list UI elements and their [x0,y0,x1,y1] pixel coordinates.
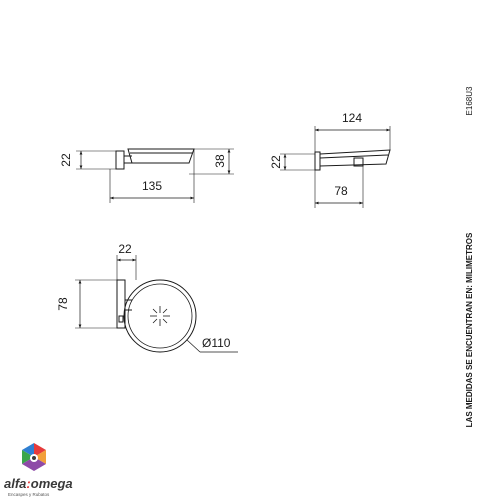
side-height-left-label: 22 [269,155,283,169]
top-view-dish-inner [127,283,193,349]
side-view-dish [319,149,391,167]
side-width-top-label: 124 [342,111,362,125]
front-width-label: 135 [142,179,162,193]
top-height-label: 78 [56,297,70,311]
logo-mark-icon [22,443,46,471]
front-height-left-label: 22 [59,153,73,167]
side-width-bottom-label: 78 [334,184,348,198]
product-code: E168U3 [465,86,474,115]
top-view-wall-bracket [116,279,126,329]
alfaomega-logo: alfa:omega Encaspes y Rubatos [4,443,73,497]
side-view [280,126,391,208]
front-view-wall-bracket [115,150,125,170]
diameter-leader [186,339,201,353]
side-view-wall-plate [314,151,321,171]
front-view [76,148,234,203]
front-height-right-label: 38 [213,154,227,168]
diameter-label: Ø110 [202,336,231,350]
top-view [75,255,238,353]
units-note: LAS MEDIDAS SE ENCUENTRAN EN: MILIMETROS [465,232,474,427]
top-width-label: 22 [118,242,132,256]
front-view-dish [127,148,195,164]
drain-star-icon [150,306,170,326]
top-view-dish-outer [123,279,197,353]
logo-wordmark: alfa:omega [4,476,73,491]
side-view-clip [353,157,364,167]
logo-tagline: Encaspes y Rubatos [8,492,50,497]
